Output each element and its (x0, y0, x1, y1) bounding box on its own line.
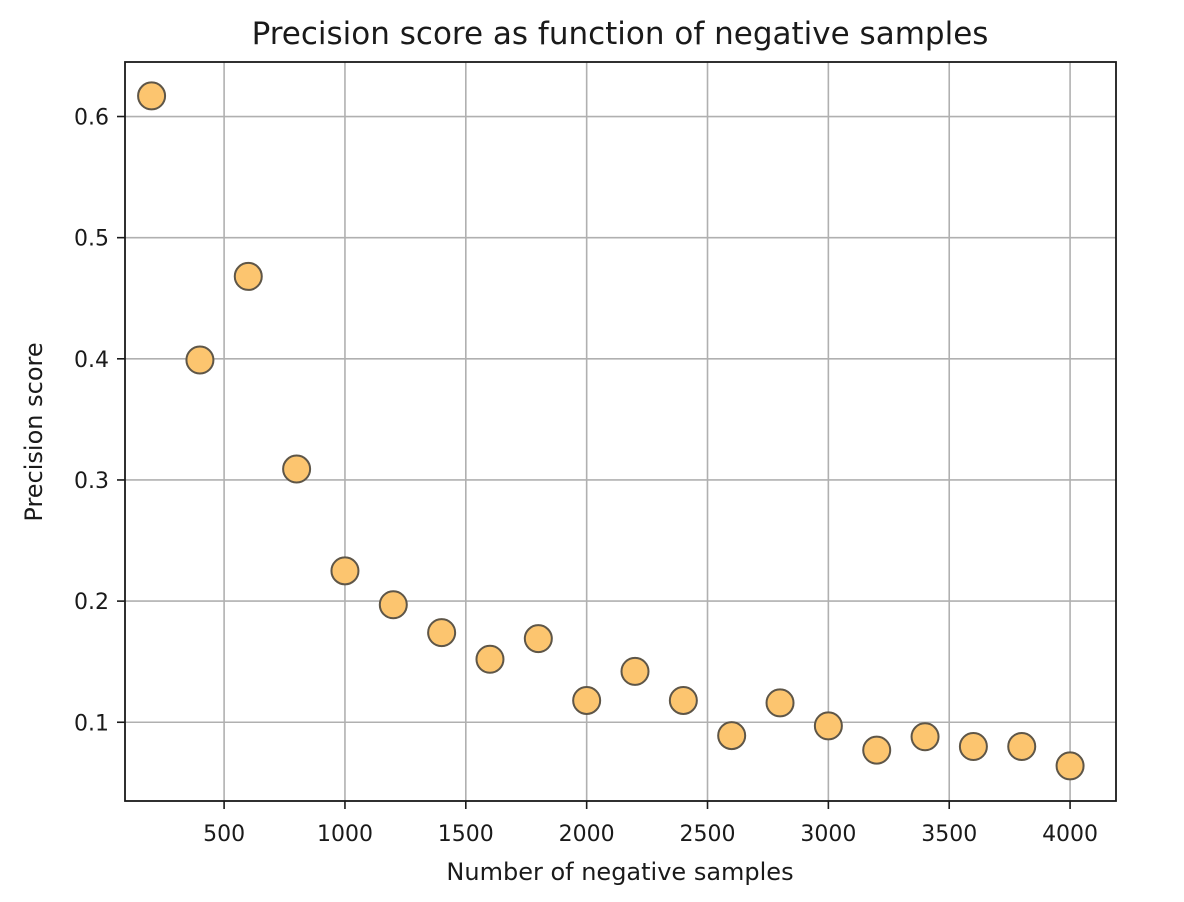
data-point (1007, 731, 1037, 761)
data-point (1055, 751, 1085, 781)
data-point (137, 81, 167, 111)
data-point (813, 711, 843, 741)
data-point (862, 735, 892, 765)
data-point (523, 624, 553, 654)
data-point (668, 685, 698, 715)
data-point (330, 556, 360, 586)
data-point (185, 345, 215, 375)
x-tick-label: 3000 (800, 822, 856, 847)
y-axis-label: Precision score (20, 342, 48, 521)
data-point (765, 688, 795, 718)
data-point (572, 685, 602, 715)
x-tick-label: 4000 (1042, 822, 1098, 847)
y-tick-label: 0.4 (74, 348, 109, 373)
y-tick-label: 0.5 (74, 227, 109, 252)
x-axis-label: Number of negative samples (446, 858, 793, 886)
data-point (910, 722, 940, 752)
y-tick-label: 0.2 (74, 590, 109, 615)
data-point (620, 656, 650, 686)
data-points (137, 81, 1085, 781)
x-tick-label: 1500 (438, 822, 494, 847)
data-point (282, 454, 312, 484)
x-tick-label: 2500 (680, 822, 736, 847)
data-point (958, 731, 988, 761)
y-tick-label: 0.3 (74, 469, 109, 494)
x-tick-label: 2000 (559, 822, 615, 847)
x-tick-label: 3500 (921, 822, 977, 847)
data-point (233, 261, 263, 291)
x-tick-label: 500 (203, 822, 245, 847)
y-tick-label: 0.6 (74, 106, 109, 131)
data-point (378, 590, 408, 620)
data-point (475, 644, 505, 674)
plot-area-frame (124, 61, 1117, 802)
y-tick-label: 0.1 (74, 711, 109, 736)
chart-title: Precision score as function of negative … (252, 16, 989, 52)
data-point (427, 618, 457, 648)
data-point (717, 721, 747, 751)
x-tick-label: 1000 (317, 822, 373, 847)
axis-ticks: 500 1000 1500 2000 2500 3000 3500 4000 0.1 0.2 0.3… (74, 106, 1098, 847)
